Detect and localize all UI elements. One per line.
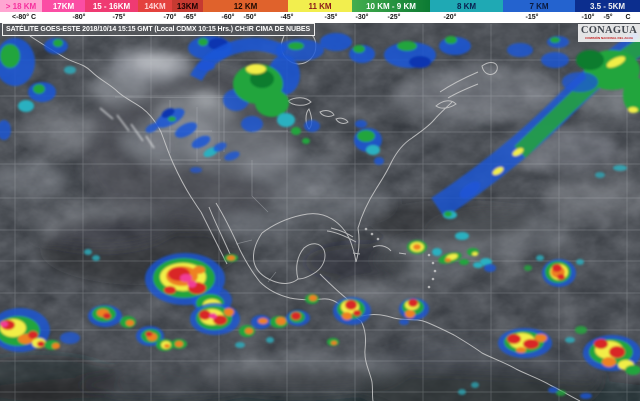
legend-segment: 14KM: [138, 0, 172, 12]
storm-pacific-northwest: [0, 38, 76, 140]
temperature-label: -60°: [221, 14, 235, 21]
temperature-label: -15°: [525, 14, 539, 21]
legend-segment: 8 KM: [430, 0, 503, 12]
storm-east-coast: [354, 120, 384, 165]
temperature-label: <-80° C: [11, 14, 37, 21]
storm-atlantic-tropical-system: [524, 255, 584, 287]
legend-segment: 11 KM: [288, 0, 352, 12]
legend-segment: 15 - 16KM: [85, 0, 138, 12]
legend-temperature-row: <-80° C -80° -75° -70° -65° -60° -50° -45° -35° -…: [0, 12, 640, 23]
temperature-label: -35°: [324, 14, 338, 21]
temperature-label: -20°: [443, 14, 457, 21]
titlebar-text: SATÉLITE GOES-ESTE 2018/10/14 15:15 GMT …: [6, 26, 311, 33]
temperature-label: -25°: [387, 14, 401, 21]
bright-terrain-streaks: [99, 107, 155, 149]
storm-itcz-central: [190, 294, 319, 348]
conagua-wordmark: CONAGUA: [580, 25, 638, 36]
storm-atlantic-front: [431, 31, 640, 266]
storm-great-lakes-comma: [190, 37, 320, 144]
storm-plains-streaks: [145, 108, 240, 173]
temperature-label: -75°: [112, 14, 126, 21]
storm-itcz-west: [0, 249, 187, 352]
temperature-label: -70°: [163, 14, 177, 21]
temperature-label: -65°: [183, 14, 197, 21]
storm-canada-top: [188, 33, 569, 68]
temperature-label: -5°: [603, 14, 613, 21]
temperature-label: -50°: [243, 14, 257, 21]
conagua-logo: CONAGUA COMISIÓN NACIONAL DEL AGUA: [578, 24, 640, 42]
legend-segment: 3.5 - 5KM: [575, 0, 640, 12]
temperature-label: -80°: [72, 14, 86, 21]
legend-segment: 7 KM: [503, 0, 575, 12]
temperature-label: -10°: [581, 14, 595, 21]
legend-segment: 13KM: [172, 0, 203, 12]
legend-altitude-row: > 18 KM 17KM 15 - 16KM 14KM 13KM 12 KM 11 KM 10…: [0, 0, 640, 12]
temperature-label: -45°: [280, 14, 294, 21]
legend: > 18 KM 17KM 15 - 16KM 14KM 13KM 12 KM 11 KM 10…: [0, 0, 640, 23]
legend-segment: 12 KM: [203, 0, 288, 12]
storm-itcz-east: [458, 326, 640, 399]
temperature-label: -30°: [355, 14, 369, 21]
legend-segment: 10 KM - 9 KM: [352, 0, 430, 12]
legend-segment: 17KM: [42, 0, 85, 12]
conagua-subtitle: COMISIÓN NACIONAL DEL AGUA: [584, 36, 634, 40]
storm-caribbean: [327, 240, 496, 346]
latlon-grid: [0, 24, 640, 401]
titlebar: SATÉLITE GOES-ESTE 2018/10/14 15:15 GMT …: [2, 23, 316, 36]
legend-segment: > 18 KM: [0, 0, 42, 12]
temperature-label: C: [625, 14, 631, 21]
